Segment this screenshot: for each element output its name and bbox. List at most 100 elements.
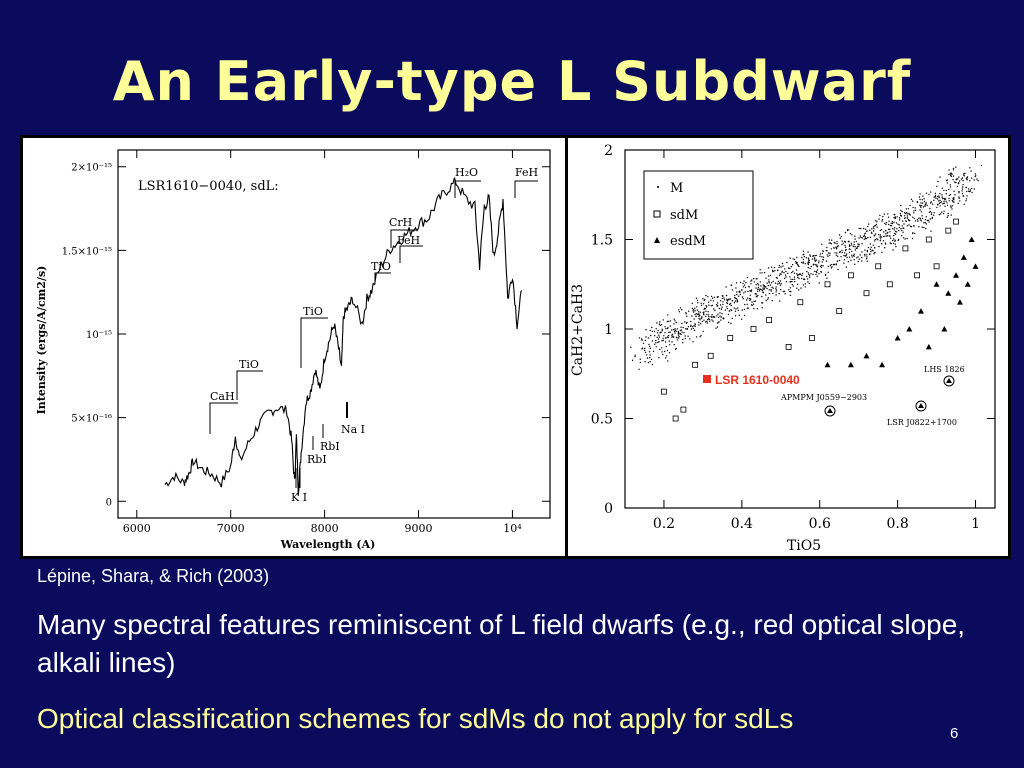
- m-point: [921, 204, 923, 207]
- m-point: [719, 315, 721, 317]
- m-point: [660, 324, 663, 326]
- m-point: [818, 260, 820, 262]
- m-point: [898, 219, 901, 221]
- esdm-point: [945, 290, 952, 296]
- m-point: [651, 340, 654, 342]
- spectrum-xlabel: Wavelength (A): [280, 538, 376, 551]
- m-point: [879, 234, 882, 236]
- m-point: [980, 164, 983, 167]
- m-point: [902, 220, 904, 222]
- m-point: [861, 237, 864, 239]
- m-point: [724, 309, 727, 311]
- m-point: [827, 252, 830, 254]
- m-point: [762, 287, 764, 289]
- m-point: [933, 212, 935, 214]
- m-point: [950, 214, 952, 216]
- m-point: [822, 256, 825, 258]
- m-point: [888, 235, 891, 237]
- m-point: [872, 226, 875, 228]
- m-point: [678, 309, 680, 311]
- m-point: [936, 195, 939, 198]
- m-point: [650, 334, 652, 337]
- m-point: [872, 250, 874, 252]
- m-point: [678, 337, 680, 339]
- page-number: 6: [950, 725, 959, 742]
- m-point: [955, 181, 957, 184]
- m-point: [922, 195, 924, 197]
- m-point: [969, 167, 971, 169]
- esdm-point: [972, 263, 979, 269]
- sdm-point: [925, 236, 932, 243]
- m-point: [853, 243, 855, 246]
- m-point: [957, 182, 960, 184]
- m-point: [698, 313, 700, 315]
- m-point: [816, 265, 818, 267]
- m-point: [848, 244, 851, 246]
- bullet-text-1: Many spectral features reminiscent of L …: [37, 609, 966, 678]
- m-point: [814, 270, 816, 273]
- m-point: [899, 213, 902, 215]
- m-point: [866, 254, 868, 256]
- m-point: [767, 298, 769, 300]
- m-point: [950, 205, 952, 207]
- m-point: [853, 253, 855, 255]
- m-point: [739, 281, 742, 284]
- m-point: [655, 339, 657, 342]
- m-point: [687, 335, 689, 337]
- m-point: [852, 245, 854, 248]
- color-plot-xtick-label: 0.4: [731, 516, 753, 532]
- m-point: [675, 330, 677, 332]
- m-point: [845, 248, 847, 251]
- m-point: [935, 197, 937, 199]
- m-point: [881, 219, 884, 221]
- m-point: [872, 244, 874, 246]
- m-point: [914, 207, 916, 209]
- sdm-point: [672, 415, 679, 422]
- m-point: [717, 295, 719, 298]
- m-point: [962, 179, 964, 182]
- m-point: [692, 310, 694, 312]
- m-point: [813, 257, 816, 260]
- m-point: [749, 299, 751, 302]
- m-point: [802, 258, 805, 261]
- m-point: [828, 239, 830, 241]
- m-point: [750, 290, 752, 293]
- m-point: [844, 231, 847, 234]
- m-point: [776, 277, 778, 279]
- m-point: [889, 231, 891, 233]
- m-point: [892, 242, 895, 244]
- m-point: [919, 204, 921, 206]
- m-point: [646, 357, 649, 359]
- m-point: [913, 225, 915, 227]
- m-point: [859, 235, 862, 237]
- sdm-point: [661, 388, 667, 395]
- m-point: [733, 296, 736, 299]
- m-point: [655, 342, 657, 344]
- m-point: [898, 229, 900, 232]
- m-point: [963, 174, 965, 176]
- m-point: [912, 232, 914, 234]
- m-point: [685, 328, 687, 330]
- m-point: [946, 182, 948, 184]
- m-point: [871, 228, 873, 230]
- m-point: [671, 329, 673, 331]
- m-point: [812, 255, 814, 258]
- m-point: [708, 316, 710, 318]
- m-point: [763, 272, 766, 274]
- m-point: [921, 217, 924, 220]
- spectrum-ytick-label: 2×10⁻¹⁵: [71, 163, 112, 174]
- m-point: [704, 321, 707, 323]
- color-plot-ytick-label: 0: [604, 501, 613, 517]
- m-point: [902, 231, 904, 233]
- m-point: [911, 237, 914, 240]
- m-point: [682, 338, 684, 341]
- sdm-point: [727, 335, 734, 341]
- m-point: [856, 247, 858, 249]
- m-point: [874, 240, 876, 242]
- m-point: [966, 190, 968, 193]
- m-point: [876, 238, 878, 240]
- m-point: [743, 314, 746, 317]
- m-point: [690, 320, 692, 323]
- m-point: [699, 319, 701, 321]
- m-point: [684, 337, 686, 340]
